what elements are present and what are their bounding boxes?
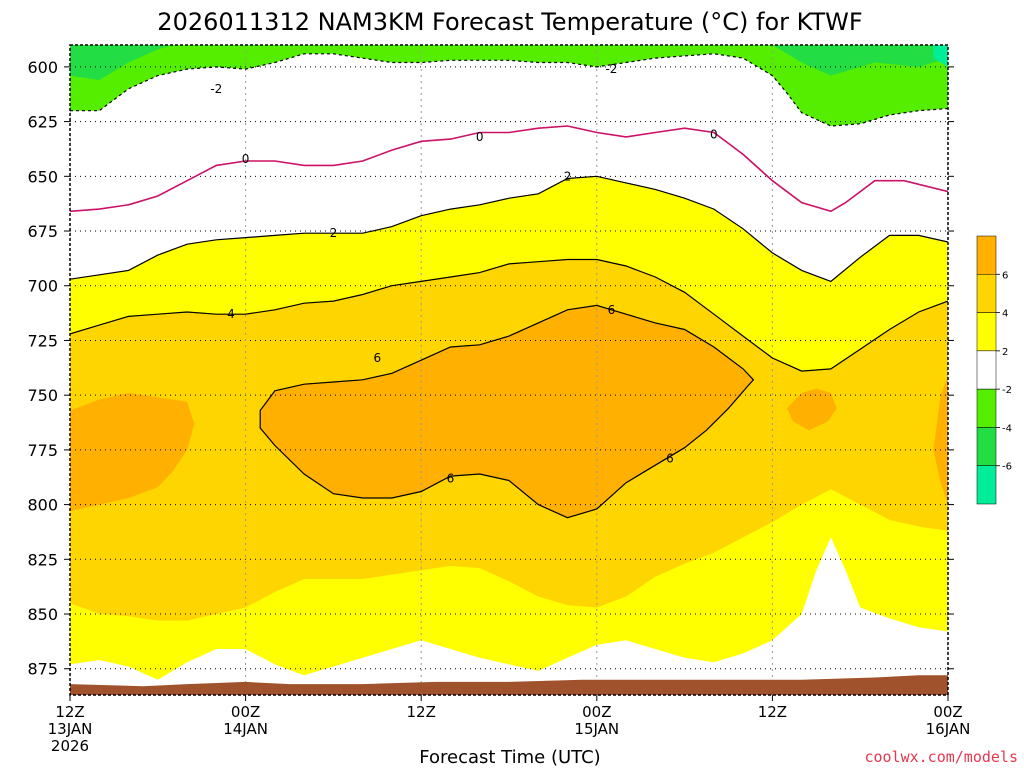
band-6-to-8-left	[70, 393, 195, 512]
band-6-to-8-center	[260, 305, 754, 518]
contour-label--2-0: -2	[210, 82, 222, 96]
x-tick-label-60-1: 00Z	[933, 703, 962, 721]
plot-frame	[69, 44, 949, 696]
colorbar-bin-0	[976, 235, 997, 275]
colorbar-label--6: -6	[1002, 462, 1012, 473]
contour-lines: -2 -2 0 0 0 2 2 4 6 6 6 6	[70, 53, 948, 519]
y-tick-label-750: 750	[27, 386, 58, 405]
band-minus-6-to-minus-4-left	[70, 45, 173, 80]
y-tick-label-850: 850	[27, 605, 58, 624]
colorbar-bin-6	[976, 465, 997, 505]
contour-line-0	[70, 125, 948, 213]
y-tick-label-775: 775	[27, 441, 58, 460]
band-6-to-8-right	[933, 375, 948, 505]
contour-label-0-2: 0	[710, 128, 718, 142]
x-tick-label-0-3: 2026	[51, 737, 89, 755]
contour-label-6-3: 6	[666, 452, 674, 466]
contour-label-2-0: 2	[330, 226, 338, 240]
contour-label-6-1: 6	[608, 303, 616, 317]
colorbar-bin-4	[976, 388, 997, 428]
y-tick-label-650: 650	[27, 167, 58, 186]
credit-text[interactable]: coolwx.com/models	[864, 748, 1018, 766]
colorbar-bin-1	[976, 274, 997, 313]
colorbar-bin-2	[976, 312, 997, 352]
colorbar-label-2: 2	[1002, 347, 1008, 358]
y-tick-label-675: 675	[27, 222, 58, 241]
x-tick-label-0-1: 12Z	[55, 703, 84, 721]
band-minus-6-to-minus-4-right	[772, 45, 948, 76]
x-tick-label-12-1: 00Z	[231, 703, 260, 721]
y-tick-label-625: 625	[27, 113, 58, 132]
y-tick-label-600: 600	[27, 58, 58, 77]
colorbar-bin-5	[976, 427, 997, 466]
band-2-to-4-low	[70, 489, 948, 695]
colorbar-label--4: -4	[1002, 423, 1012, 434]
grid	[70, 45, 948, 695]
chart-title: 2026011312 NAM3KM Forecast Temperature (…	[157, 8, 862, 36]
x-tick-label-36-2: 15JAN	[574, 720, 619, 738]
colorbar-label-4: 4	[1002, 309, 1008, 320]
x-tick-label-0-2: 13JAN	[48, 720, 93, 738]
x-tick-label-60-2: 16JAN	[926, 720, 971, 738]
contour-label--2-1: -2	[605, 62, 617, 76]
x-tick-label-24-1: 12Z	[407, 703, 436, 721]
colorbar-bin-3	[976, 350, 997, 390]
colorbar: 6 4 2 -2 -4 -6	[976, 235, 1012, 505]
temperature-bands	[70, 45, 948, 695]
contour-line-6	[259, 304, 755, 519]
band-minus-8-to-minus-6	[933, 45, 948, 67]
y-tick-label-725: 725	[27, 331, 58, 350]
x-tick-label-48-1: 12Z	[758, 703, 787, 721]
x-tick-label-12-2: 14JAN	[223, 720, 268, 738]
contour-label-4-0: 4	[227, 307, 235, 321]
x-tick-label-36-1: 00Z	[582, 703, 611, 721]
y-tick-label-875: 875	[27, 660, 58, 679]
colorbar-label--2: -2	[1002, 385, 1012, 396]
y-tick-label-700: 700	[27, 277, 58, 296]
terrain	[70, 675, 948, 695]
contour-label-0-1: 0	[476, 130, 484, 144]
x-axis-label: Forecast Time (UTC)	[419, 747, 600, 768]
contour-line-4	[70, 258, 948, 372]
y-tick-label-800: 800	[27, 496, 58, 515]
y-tick-label-825: 825	[27, 550, 58, 569]
contour-label-6-0: 6	[373, 351, 381, 365]
contour-line--2	[70, 53, 948, 127]
contour-label-2-1: 2	[564, 169, 572, 183]
plot-area: -2 -2 0 0 0 2 2 4 6 6 6 6	[70, 45, 948, 695]
contour-label-0-0: 0	[242, 152, 250, 166]
band-6-to-8-pocket	[787, 388, 837, 431]
contour-label-6-2: 6	[447, 471, 455, 485]
contour-line-2	[70, 175, 948, 283]
colorbar-label-6: 6	[1002, 270, 1008, 281]
